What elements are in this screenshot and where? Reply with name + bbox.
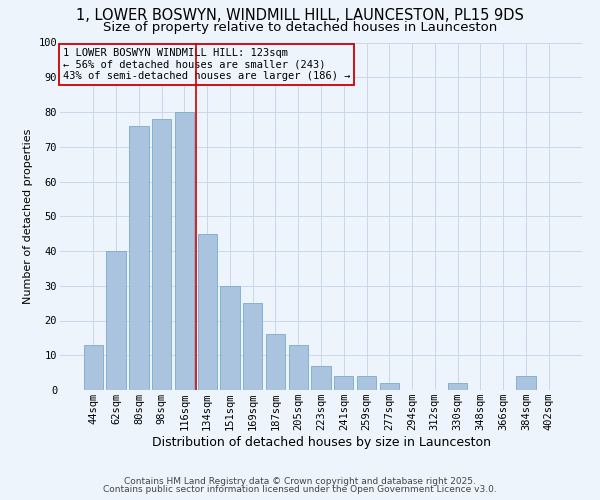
Bar	[516, 376, 536, 390]
Bar	[334, 376, 353, 390]
Bar	[220, 286, 239, 390]
Text: 1 LOWER BOSWYN WINDMILL HILL: 123sqm
← 56% of detached houses are smaller (243)
: 1 LOWER BOSWYN WINDMILL HILL: 123sqm ← 5…	[62, 48, 350, 81]
Text: Contains public sector information licensed under the Open Government Licence v3: Contains public sector information licen…	[103, 485, 497, 494]
Bar	[289, 345, 308, 390]
Bar	[129, 126, 149, 390]
X-axis label: Distribution of detached houses by size in Launceston: Distribution of detached houses by size …	[151, 436, 491, 449]
Y-axis label: Number of detached properties: Number of detached properties	[23, 128, 33, 304]
Bar	[357, 376, 376, 390]
Bar	[197, 234, 217, 390]
Text: 1, LOWER BOSWYN, WINDMILL HILL, LAUNCESTON, PL15 9DS: 1, LOWER BOSWYN, WINDMILL HILL, LAUNCEST…	[76, 8, 524, 22]
Bar	[448, 383, 467, 390]
Bar	[175, 112, 194, 390]
Bar	[380, 383, 399, 390]
Bar	[311, 366, 331, 390]
Bar	[84, 345, 103, 390]
Bar	[152, 119, 172, 390]
Text: Contains HM Land Registry data © Crown copyright and database right 2025.: Contains HM Land Registry data © Crown c…	[124, 477, 476, 486]
Bar	[266, 334, 285, 390]
Text: Size of property relative to detached houses in Launceston: Size of property relative to detached ho…	[103, 21, 497, 34]
Bar	[106, 251, 126, 390]
Bar	[243, 303, 262, 390]
